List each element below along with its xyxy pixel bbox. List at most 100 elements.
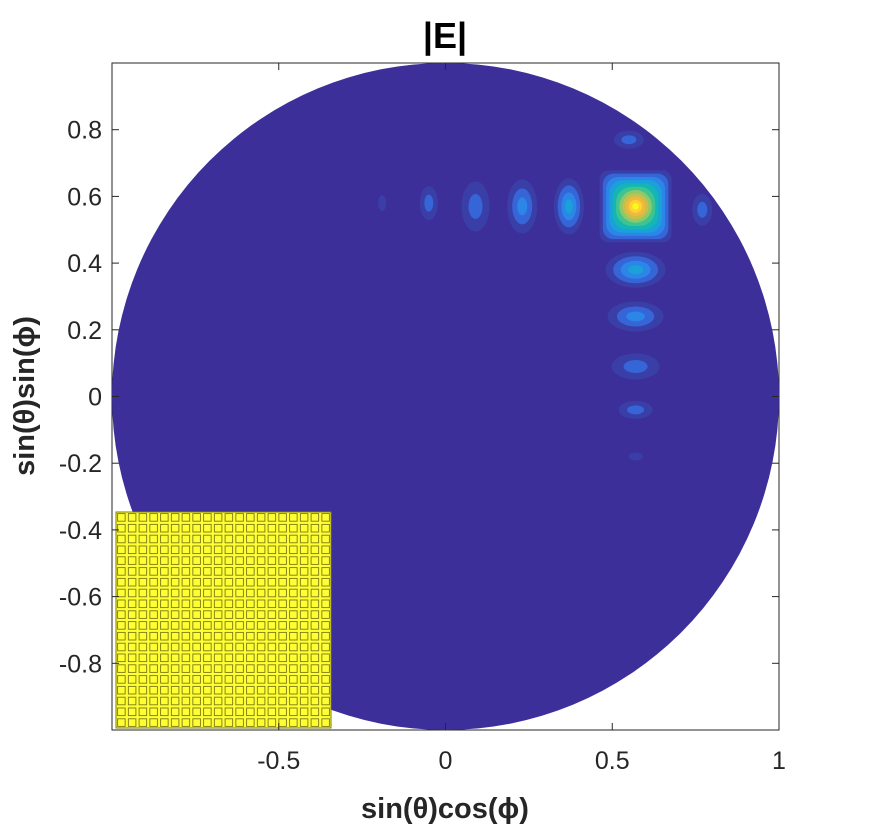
array-element [149,610,158,619]
array-element [170,523,180,533]
array-element [117,653,126,663]
array-element [267,567,277,576]
array-element [170,588,180,598]
sidelobe-h-4-level-2 [424,194,434,212]
y-tick-label: 0.4 [67,250,102,278]
array-element [299,675,309,684]
array-element [138,523,148,533]
array-element [224,599,234,609]
array-element [170,577,180,587]
array-element [224,534,234,544]
array-element [203,621,212,630]
array-element [138,696,148,706]
array-element [235,653,244,663]
array-element [256,534,266,544]
array-element [224,577,234,587]
array-element [160,696,169,706]
array-element [256,621,266,630]
array-element [203,696,212,706]
array-element [289,631,298,641]
array-element [246,523,255,533]
array-element [160,685,169,695]
array-element [299,685,309,695]
sidelobe-h-1-level-4 [565,199,573,214]
array-element [267,621,277,630]
array-element [235,513,244,522]
array-element [256,696,266,706]
array-element [149,707,158,717]
array-element [278,545,287,555]
array-element [224,675,234,684]
array-element [117,621,126,630]
array-element [235,577,244,587]
array-element [149,534,158,544]
y-axis-label: sin(θ)sin(ϕ) [9,316,41,476]
array-element [310,707,320,717]
sidelobe-v-3-contour [611,353,660,380]
array-element [235,556,244,565]
array-element [192,664,201,673]
array-element [310,588,320,598]
y-tick-label: -0.4 [59,517,102,545]
array-element [149,513,158,522]
array-element [267,696,277,706]
array-element [181,567,191,576]
array-element [235,718,244,727]
array-element [246,653,255,663]
array-element [170,631,180,641]
array-element [289,653,298,663]
array-element [192,610,201,619]
array-element [160,631,169,641]
array-element [256,513,266,522]
array-element [224,718,234,727]
array-element [138,577,148,587]
array-element [181,599,191,609]
array-element [310,513,320,522]
array-element [267,599,277,609]
array-element [127,588,137,598]
array-element [203,556,212,565]
array-element [278,610,287,619]
array-element [224,610,234,619]
array-element [278,642,287,652]
array-element [127,545,137,555]
array-element [310,653,320,663]
array-element [235,588,244,598]
array-element [289,707,298,717]
array-element [256,610,266,619]
array-element [235,610,244,619]
array-element [299,577,309,587]
y-tick-label: 0.8 [67,117,102,145]
array-element [310,675,320,684]
array-element [203,642,212,652]
sidelobe-h-6-level-2 [697,201,708,218]
array-element [321,610,330,619]
array-element [170,610,180,619]
array-element [235,567,244,576]
array-element [138,599,148,609]
array-element [246,545,255,555]
sidelobe-v-5-contour [628,452,643,461]
array-element [267,653,277,663]
array-element [299,631,309,641]
array-element [246,664,255,673]
array-element [267,513,277,522]
array-element [289,621,298,630]
array-element [278,664,287,673]
array-element [289,523,298,533]
array-element [170,664,180,673]
array-element [127,599,137,609]
array-element [213,567,223,576]
array-element [213,642,223,652]
array-element [127,577,137,587]
array-element [321,556,330,565]
array-element [117,610,126,619]
array-element [127,610,137,619]
array-element [246,534,255,544]
y-tick-label: 0.2 [67,317,102,345]
array-element [117,545,126,555]
sidelobe-h-5-level-1 [378,195,387,212]
array-element [289,556,298,565]
array-element [310,621,320,630]
array-element [235,696,244,706]
